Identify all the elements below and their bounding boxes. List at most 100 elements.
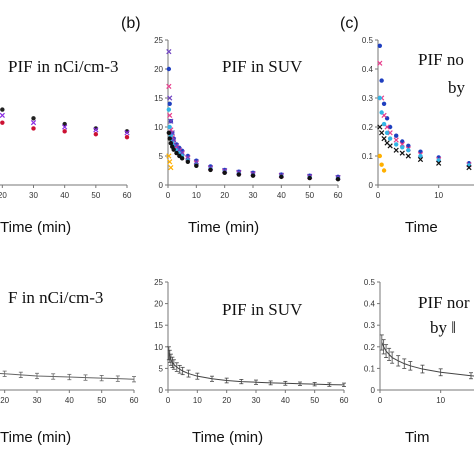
data-point	[417, 156, 424, 163]
data-point	[0, 112, 5, 119]
x-tick-label: 40	[65, 396, 74, 405]
data-point	[399, 150, 405, 156]
y-tick-label: 20	[154, 65, 163, 74]
panel-title: PIF nor	[418, 293, 470, 312]
x-tick-label: 10	[193, 396, 202, 405]
y-tick-label: 0.5	[364, 278, 376, 287]
data-point	[377, 153, 383, 159]
x-tick-label: 50	[91, 191, 100, 200]
x-tick-label: 10	[436, 396, 445, 405]
y-tick-label: 15	[154, 321, 163, 330]
series	[0, 370, 136, 383]
data-point	[381, 101, 387, 107]
data-point	[30, 120, 37, 126]
x-tick-label: 20	[0, 191, 7, 200]
data-point	[166, 83, 172, 90]
series	[166, 48, 341, 181]
panel-title-line2: by ‖	[430, 318, 456, 337]
data-point	[166, 66, 172, 72]
data-point	[167, 159, 173, 165]
series	[377, 43, 472, 166]
series	[377, 124, 472, 171]
series	[166, 153, 174, 171]
data-point	[185, 154, 191, 160]
x-axis-title: Tim	[405, 429, 429, 446]
y-tick-label: 10	[154, 123, 163, 132]
series	[166, 83, 341, 181]
data-point	[379, 130, 385, 136]
series	[379, 334, 474, 380]
data-point	[173, 142, 180, 149]
data-point	[167, 124, 172, 130]
data-point	[418, 153, 423, 159]
data-point	[93, 127, 99, 133]
y-tick-label: 0	[159, 181, 164, 190]
series	[166, 107, 341, 181]
series	[0, 120, 130, 140]
y-tick-label: 10	[154, 343, 163, 352]
x-tick-label: 50	[310, 396, 319, 405]
series	[377, 153, 387, 173]
data-point	[179, 156, 185, 161]
data-point	[166, 48, 172, 55]
x-tick-label: 0	[166, 191, 171, 200]
data-point	[31, 116, 36, 121]
data-point	[124, 130, 130, 136]
data-point	[307, 175, 312, 181]
panel-label: (b)	[121, 15, 141, 32]
x-tick-label: 60	[130, 396, 139, 405]
data-point	[436, 160, 442, 166]
x-tick-label: 20	[222, 396, 231, 405]
y-tick-label: 0.2	[364, 343, 376, 352]
x-tick-label: 40	[281, 396, 290, 405]
data-point	[185, 159, 191, 164]
data-point	[393, 137, 399, 143]
y-tick-label: 5	[159, 152, 164, 161]
x-axis-title: Time	[405, 219, 438, 236]
y-tick-label: 0.3	[362, 94, 374, 103]
x-tick-label: 30	[249, 191, 258, 200]
data-point	[62, 124, 68, 130]
data-point	[394, 133, 399, 138]
x-tick-label: 10	[434, 191, 443, 200]
data-point	[168, 164, 174, 171]
series-line	[381, 342, 474, 377]
chart-panel: 0 10 20 30 40 50 60 0 5 10 15 20 25 PIF in SUV (b) Time…	[121, 15, 343, 236]
x-tick-label: 20	[0, 396, 9, 405]
data-point	[171, 137, 177, 143]
data-point	[166, 130, 172, 135]
data-point	[387, 143, 393, 149]
data-point	[384, 130, 390, 135]
panel-title: F in nCi/cm-3	[8, 288, 103, 307]
y-tick-label: 5	[159, 364, 164, 373]
data-point	[167, 112, 173, 119]
y-tick-label: 0	[371, 386, 376, 395]
data-point	[377, 60, 383, 66]
y-tick-label: 0.4	[364, 300, 376, 309]
x-axis-title: Time (min)	[0, 429, 71, 446]
data-point	[174, 150, 179, 156]
y-tick-label: 0.1	[364, 364, 376, 373]
data-point	[379, 110, 384, 115]
x-tick-label: 20	[220, 191, 229, 200]
data-point	[379, 78, 384, 83]
data-point	[400, 145, 405, 150]
data-point	[169, 130, 175, 136]
data-point	[379, 162, 384, 167]
data-point	[335, 177, 341, 182]
series	[166, 130, 341, 182]
data-point	[167, 101, 172, 107]
x-tick-label: 30	[29, 191, 38, 200]
data-point	[405, 153, 411, 159]
data-point	[466, 164, 472, 171]
x-axis-title: Time (min)	[188, 219, 259, 236]
series	[166, 346, 346, 387]
series	[166, 66, 341, 180]
panel-title-line2: by	[448, 78, 466, 97]
x-tick-label: 50	[305, 191, 314, 200]
x-tick-label: 50	[97, 396, 106, 405]
y-tick-label: 0.3	[364, 321, 376, 330]
y-tick-label: 25	[154, 278, 163, 287]
